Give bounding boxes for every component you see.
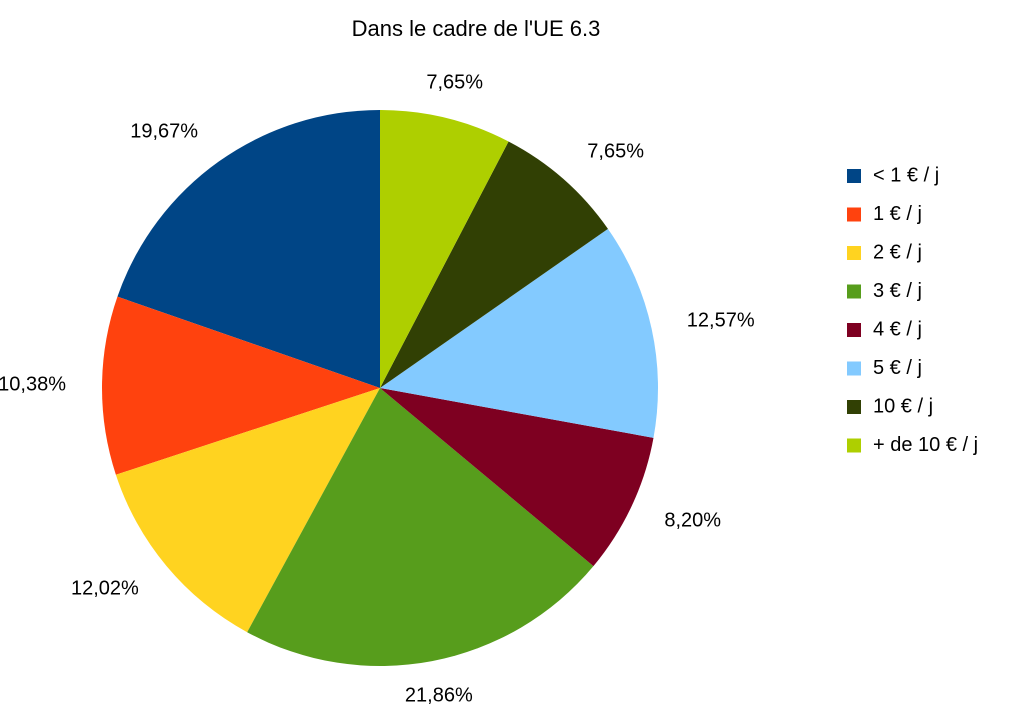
data-label: 21,86% [405,685,473,707]
pie-slice [117,110,381,388]
pie-slice [380,141,608,388]
data-label: 10,38% [0,374,66,396]
legend-swatch [847,207,861,222]
legend-label: 4 € / j [873,318,922,340]
legend-label: 2 € / j [873,241,922,263]
legend-swatch [847,361,861,376]
legend-label: 10 € / j [873,395,933,417]
data-label: 12,02% [71,577,139,599]
legend-swatch [847,400,861,414]
legend-label: 1 € / j [873,203,922,225]
pie-slice [115,388,381,633]
legend-swatch [847,246,861,260]
legend-swatch [847,323,861,337]
legend-swatch [847,438,861,453]
pie-slice [380,110,509,388]
legend-label: < 1 € / j [873,164,939,186]
legend-label: + de 10 € / j [873,434,978,456]
pie-slice [380,228,658,438]
data-label: 7,65% [426,71,483,93]
legend-swatch [847,169,861,183]
data-label: 7,65% [587,140,644,162]
data-label: 12,57% [687,309,755,331]
data-label: 19,67% [130,120,198,142]
data-label: 8,20% [664,509,721,531]
legend-swatch [847,284,861,299]
pie-slice [380,388,654,567]
pie-slice [247,388,594,666]
chart-title: Dans le cadre de l'UE 6.3 [352,16,601,41]
pie-slice [102,296,380,475]
legend-label: 5 € / j [873,357,922,379]
legend-label: 3 € / j [873,280,922,302]
